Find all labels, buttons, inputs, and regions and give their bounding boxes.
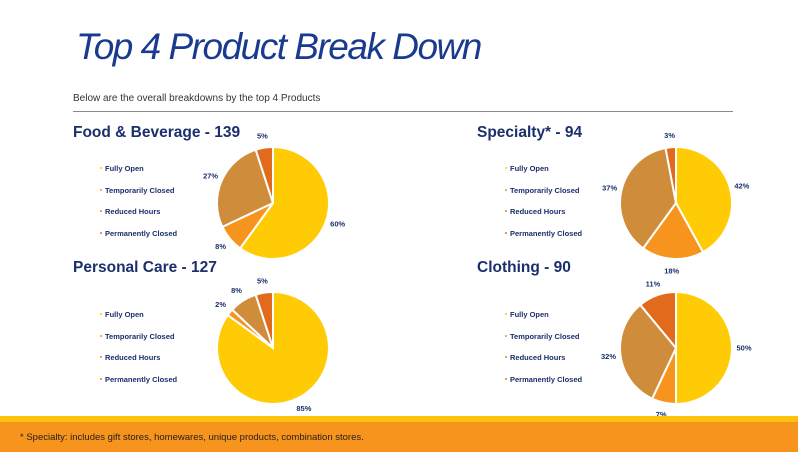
- pie-data-label: 18%: [664, 266, 679, 275]
- footer-bar: * Specialty: includes gift stores, homew…: [0, 422, 798, 452]
- pie-data-label: 8%: [215, 242, 226, 251]
- legend-swatch: [100, 231, 102, 234]
- pie-data-label: 7%: [656, 410, 667, 419]
- chart-legend: Fully Open Temporarily Closed Reduced Ho…: [505, 310, 615, 396]
- chart-legend: Fully Open Temporarily Closed Reduced Ho…: [100, 310, 210, 396]
- pie-slice-reduced-hours: [619, 146, 678, 250]
- pie-data-label: 11%: [646, 280, 661, 289]
- pie-slice-permanently-closed: [254, 290, 274, 349]
- legend-label: Permanently Closed: [105, 374, 178, 384]
- page-title: Top 4 Product Break Down: [76, 26, 482, 67]
- legend-item-temporarily-closed: Temporarily Closed: [100, 332, 210, 354]
- pie-data-label: 5%: [257, 276, 268, 285]
- legend-swatch: [505, 356, 507, 358]
- legend-item-permanently-closed: Permanently Closed: [505, 229, 615, 251]
- pie-data-label: 8%: [231, 286, 242, 295]
- legend-item-fully-open: Fully Open: [100, 310, 210, 332]
- pie-data-label: 50%: [736, 344, 751, 353]
- legend-swatch: [505, 210, 507, 212]
- chart-legend: Fully Open Temporarily Closed Reduced Ho…: [505, 164, 615, 250]
- pie-slice-permanently-closed: [664, 145, 677, 204]
- pie-data-label: 42%: [734, 182, 749, 191]
- pie-slice-permanently-closed: [638, 290, 677, 351]
- legend-swatch: [100, 356, 102, 358]
- legend-item-temporarily-closed: Temporarily Closed: [505, 186, 615, 208]
- pie-slice-temporarily-closed: [641, 201, 705, 260]
- legend-label: Temporarily Closed: [105, 331, 175, 341]
- pie-data-label: 27%: [203, 171, 218, 180]
- chart-title: Food & Beverage - 139: [73, 124, 241, 141]
- legend-item-temporarily-closed: Temporarily Closed: [100, 186, 210, 208]
- pie-slice-reduced-hours: [216, 148, 275, 229]
- legend-label: Permanently Closed: [105, 228, 178, 238]
- legend-label: Fully Open: [105, 164, 144, 173]
- legend-item-permanently-closed: Permanently Closed: [100, 229, 210, 251]
- legend-item-fully-open: Fully Open: [505, 310, 615, 332]
- pie-data-label: 32%: [601, 352, 616, 361]
- chart-legend: Fully Open Temporarily Closed Reduced Ho…: [100, 164, 210, 250]
- legend-item-permanently-closed: Permanently Closed: [100, 375, 210, 397]
- pie-slice-reduced-hours: [619, 303, 678, 401]
- pie-data-label: 5%: [257, 131, 268, 140]
- legend-swatch: [505, 377, 507, 380]
- legend-label: Reduced Hours: [105, 207, 161, 216]
- pie-data-label: 60%: [330, 220, 345, 229]
- legend-swatch: [505, 188, 507, 191]
- pie-data-label: 37%: [602, 184, 617, 193]
- pie-data-label: 3%: [664, 131, 675, 140]
- legend-item-fully-open: Fully Open: [100, 164, 210, 186]
- legend-item-fully-open: Fully Open: [505, 164, 615, 186]
- pie-slice-fully-open: [675, 145, 733, 254]
- legend-item-reduced-hours: Reduced Hours: [505, 353, 615, 375]
- chart-title: Personal Care - 127: [73, 259, 217, 276]
- footer-accent-stripe: [0, 416, 798, 422]
- chart-title: Clothing - 90: [477, 259, 571, 276]
- legend-label: Fully Open: [510, 164, 549, 173]
- legend-label: Temporarily Closed: [105, 185, 175, 195]
- pie-slice-permanently-closed: [254, 145, 274, 204]
- legend-label: Permanently Closed: [510, 374, 583, 384]
- legend-label: Permanently Closed: [510, 228, 583, 238]
- legend-swatch: [505, 231, 507, 234]
- legend-swatch: [100, 188, 102, 191]
- pie-data-label: 2%: [215, 300, 226, 309]
- legend-swatch: [100, 334, 102, 337]
- legend-swatch: [100, 313, 102, 315]
- legend-label: Reduced Hours: [510, 353, 566, 362]
- footnote: * Specialty: includes gift stores, homew…: [20, 432, 364, 443]
- legend-label: Temporarily Closed: [510, 331, 580, 341]
- legend-item-temporarily-closed: Temporarily Closed: [505, 332, 615, 354]
- legend-swatch: [505, 167, 507, 169]
- legend-swatch: [100, 377, 102, 380]
- legend-swatch: [505, 334, 507, 337]
- divider: [73, 111, 733, 112]
- legend-label: Reduced Hours: [105, 353, 161, 362]
- legend-swatch: [100, 210, 102, 212]
- chart-title: Specialty* - 94: [477, 124, 583, 141]
- legend-item-reduced-hours: Reduced Hours: [100, 207, 210, 229]
- legend-swatch: [505, 313, 507, 315]
- legend-label: Reduced Hours: [510, 207, 566, 216]
- legend-swatch: [100, 167, 102, 169]
- legend-label: Fully Open: [105, 310, 144, 319]
- legend-item-permanently-closed: Permanently Closed: [505, 375, 615, 397]
- pie-data-label: 85%: [296, 404, 311, 413]
- legend-item-reduced-hours: Reduced Hours: [100, 353, 210, 375]
- page-subtitle: Below are the overall breakdowns by the …: [73, 93, 321, 104]
- legend-label: Fully Open: [510, 310, 549, 319]
- pie-slice-fully-open: [675, 290, 733, 406]
- legend-label: Temporarily Closed: [510, 185, 580, 195]
- pie-slice-fully-open: [238, 145, 330, 260]
- legend-item-reduced-hours: Reduced Hours: [505, 207, 615, 229]
